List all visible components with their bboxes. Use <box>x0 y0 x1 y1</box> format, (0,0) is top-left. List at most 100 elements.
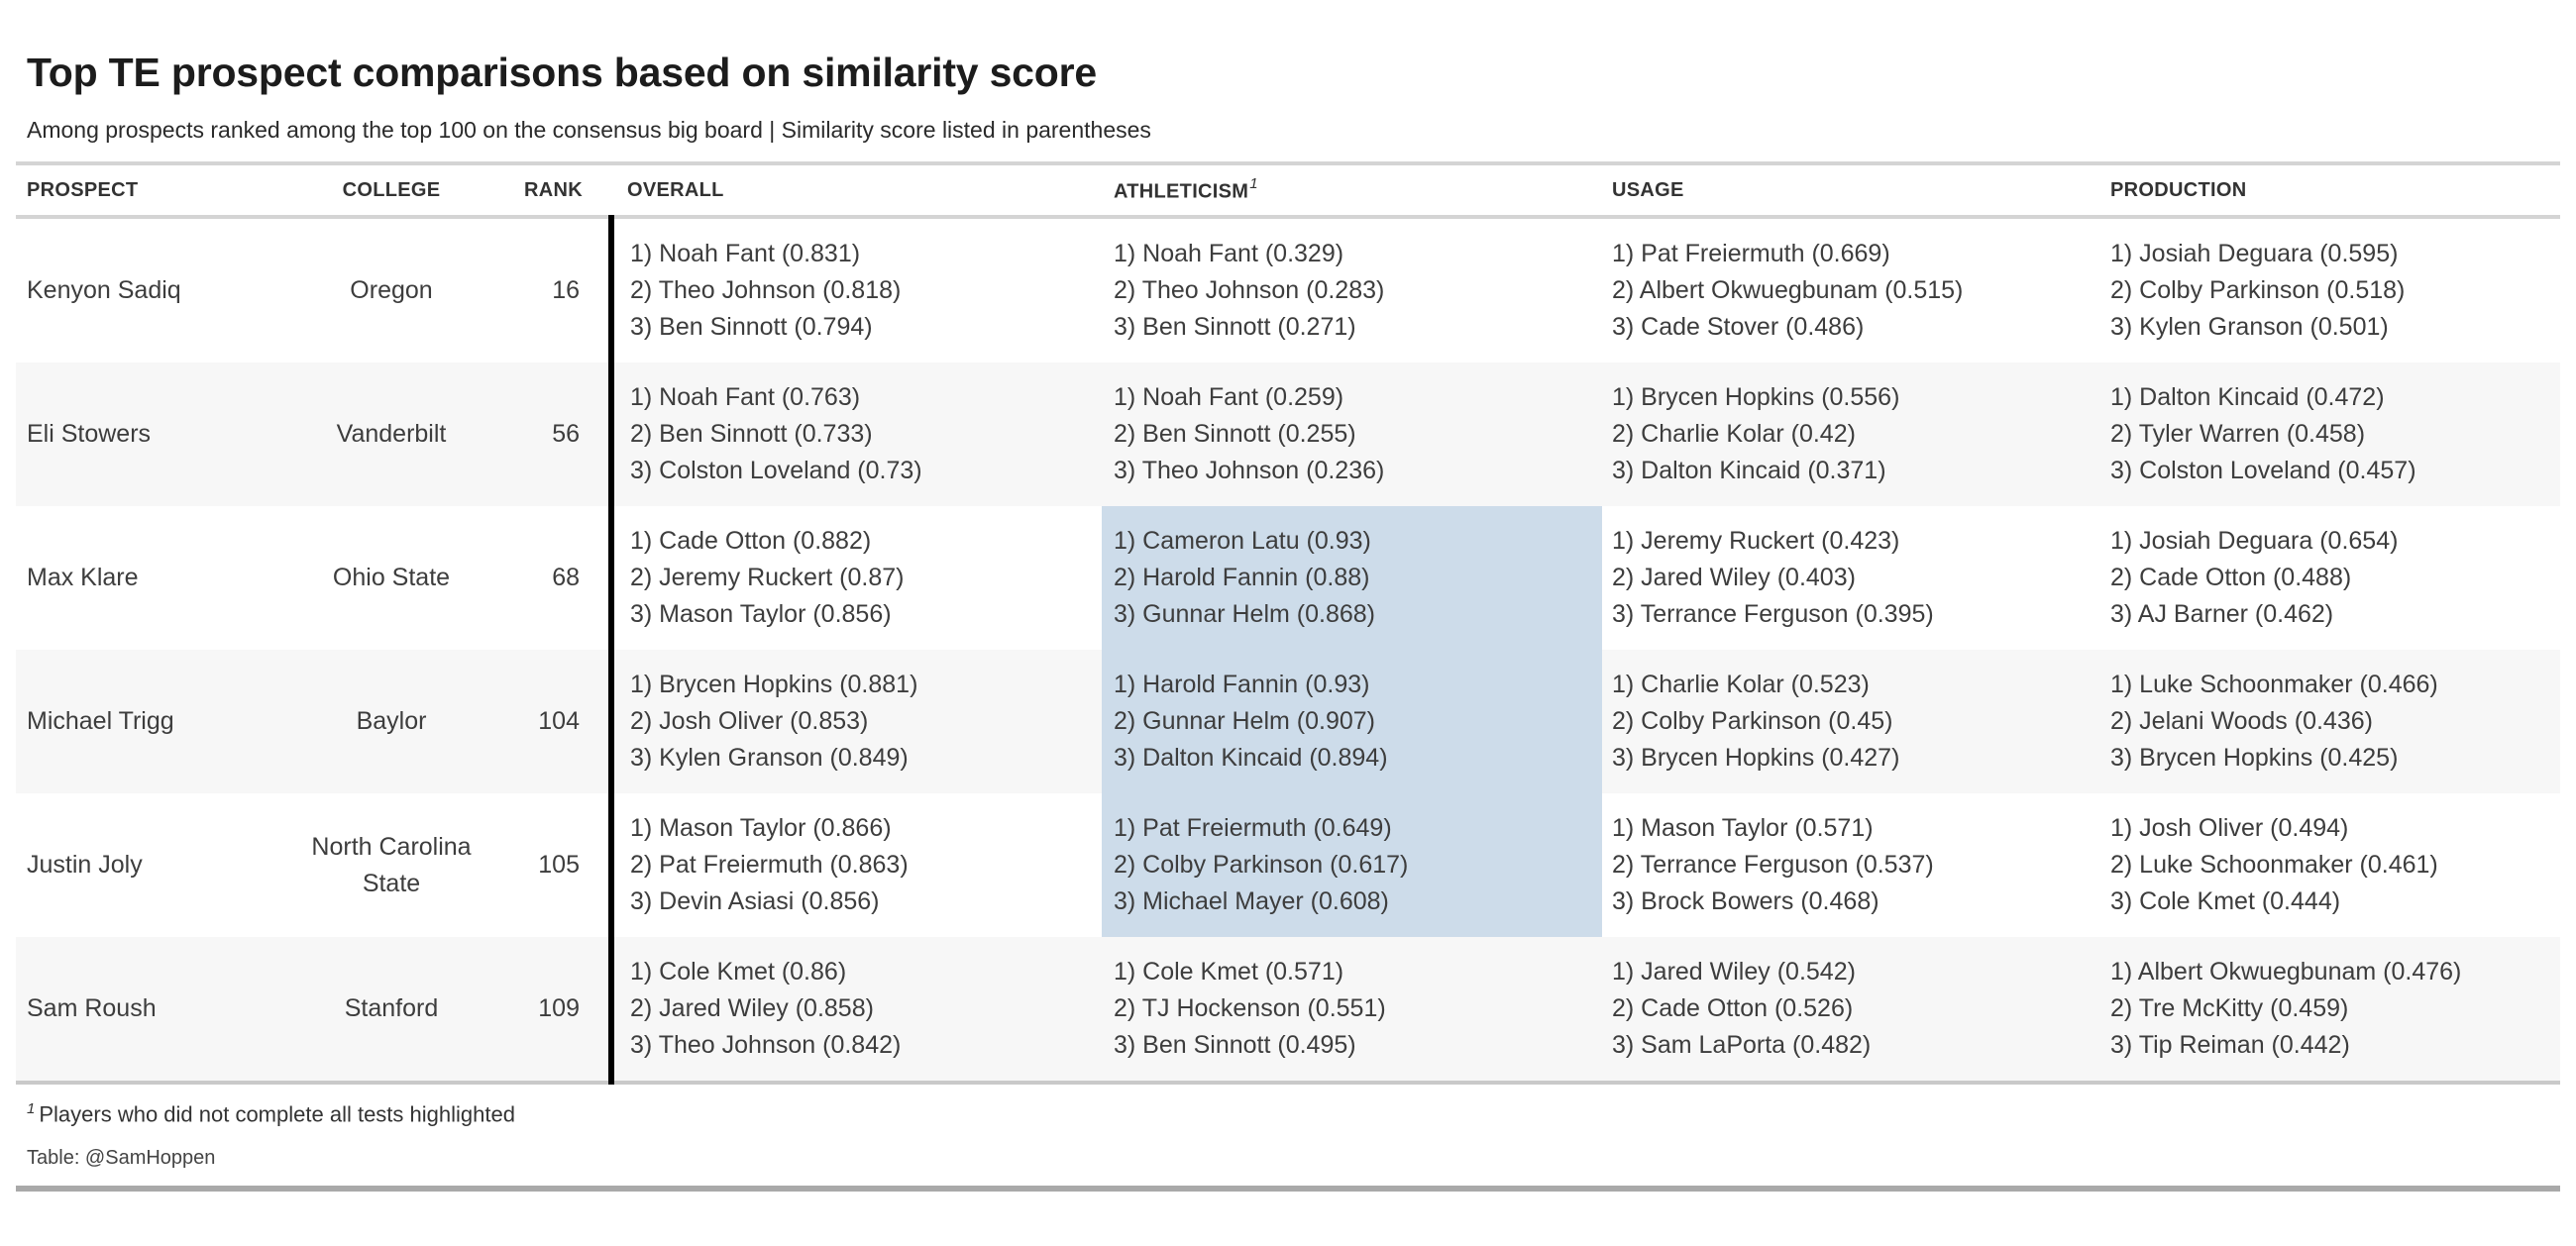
comp-line: 3) Dalton Kincaid (0.894) <box>1114 744 1388 772</box>
prospect-cell: Justin Joly <box>27 851 143 879</box>
college-cell: Baylor <box>356 707 427 735</box>
comp-line: 2) Gunnar Helm (0.907) <box>1114 707 1376 735</box>
athleticism-cell: 1) Cole Kmet (0.571) 2) TJ Hockenson (0.5… <box>1102 937 1602 1085</box>
comp-line: 2) Harold Fannin (0.88) <box>1114 564 1370 591</box>
comp-line: 1) Brycen Hopkins (0.881) <box>630 671 918 698</box>
overall-cell: 1) Noah Fant (0.763) 2) Ben Sinnott (0.73… <box>608 363 1102 506</box>
comp-line: 2) Tyler Warren (0.458) <box>2110 420 2366 448</box>
col-header-production: Production <box>2100 165 2560 219</box>
col-header-prospect: Prospect <box>16 165 287 219</box>
rank-cell: 56 <box>552 420 580 448</box>
comp-line: 3) Theo Johnson (0.842) <box>630 1031 902 1059</box>
bottom-divider <box>16 1186 2560 1193</box>
table-graphic: Top TE prospect comparisons based on sim… <box>16 0 2560 1193</box>
comp-line: 3) Kylen Granson (0.501) <box>2110 313 2389 341</box>
comp-line: 2) Albert Okwuegbunam (0.515) <box>1612 276 1964 304</box>
prospect-cell: Michael Trigg <box>27 707 174 735</box>
comp-line: 3) Mason Taylor (0.856) <box>630 600 892 628</box>
athleticism-cell: 1) Cameron Latu (0.93) 2) Harold Fannin (… <box>1102 506 1602 650</box>
prospect-cell: Kenyon Sadiq <box>27 276 181 304</box>
comp-line: 3) Ben Sinnott (0.794) <box>630 313 873 341</box>
comp-line: 1) Josh Oliver (0.494) <box>2110 814 2349 842</box>
comp-line: 1) Albert Okwuegbunam (0.476) <box>2110 958 2462 986</box>
usage-cell: 1) Jared Wiley (0.542) 2) Cade Otton (0.5… <box>1602 937 2100 1085</box>
overall-cell: 1) Brycen Hopkins (0.881) 2) Josh Oliver … <box>608 650 1102 793</box>
col-header-rank: Rank <box>495 165 611 219</box>
athleticism-cell: 1) Noah Fant (0.259) 2) Ben Sinnott (0.25… <box>1102 363 1602 506</box>
comp-line: 3) Colston Loveland (0.457) <box>2110 457 2416 484</box>
comp-line: 2) Cade Otton (0.526) <box>1612 994 1854 1022</box>
prospect-cell: Max Klare <box>27 564 139 591</box>
table-credit: Table: @SamHoppen <box>27 1147 216 1170</box>
comp-line: 2) Colby Parkinson (0.617) <box>1114 851 1409 879</box>
comp-line: 3) Brock Bowers (0.468) <box>1612 887 1879 915</box>
comp-line: 1) Cameron Latu (0.93) <box>1114 527 1371 555</box>
comp-line: 2) Josh Oliver (0.853) <box>630 707 869 735</box>
page-subtitle: Among prospects ranked among the top 100… <box>27 117 1151 143</box>
comp-line: 1) Cole Kmet (0.86) <box>630 958 847 986</box>
comp-line: 3) Michael Mayer (0.608) <box>1114 887 1389 915</box>
overall-cell: 1) Mason Taylor (0.866) 2) Pat Freiermuth… <box>608 793 1102 937</box>
usage-cell: 1) Brycen Hopkins (0.556) 2) Charlie Kola… <box>1602 363 2100 506</box>
table-row: Sam Roush Stanford 109 1) Cole Kmet (0.8… <box>16 937 2560 1085</box>
comp-line: 1) Charlie Kolar (0.523) <box>1612 671 1870 698</box>
comp-line: 2) Colby Parkinson (0.45) <box>1612 707 1893 735</box>
comp-line: 2) Pat Freiermuth (0.863) <box>630 851 909 879</box>
comp-line: 3) Tip Reiman (0.442) <box>2110 1031 2350 1059</box>
comp-line: 1) Jeremy Ruckert (0.423) <box>1612 527 1900 555</box>
comp-line: 3) Colston Loveland (0.73) <box>630 457 922 484</box>
comp-line: 1) Dalton Kincaid (0.472) <box>2110 383 2385 411</box>
table-row: Michael Trigg Baylor 104 1) Brycen Hopki… <box>16 650 2560 793</box>
college-cell: North Carolina State <box>311 832 472 897</box>
college-cell: Vanderbilt <box>336 420 447 448</box>
comp-line: 1) Jared Wiley (0.542) <box>1612 958 1856 986</box>
comp-line: 3) Ben Sinnott (0.271) <box>1114 313 1356 341</box>
footnote-marker: 1 <box>27 1100 36 1117</box>
comp-line: 1) Luke Schoonmaker (0.466) <box>2110 671 2438 698</box>
comp-line: 1) Harold Fannin (0.93) <box>1114 671 1370 698</box>
comp-line: 2) Jeremy Ruckert (0.87) <box>630 564 905 591</box>
comp-line: 1) Josiah Deguara (0.595) <box>2110 240 2399 267</box>
comp-line: 2) Jelani Woods (0.436) <box>2110 707 2373 735</box>
col-header-overall: Overall <box>611 165 1102 219</box>
comp-line: 3) Terrance Ferguson (0.395) <box>1612 600 1934 628</box>
usage-cell: 1) Mason Taylor (0.571) 2) Terrance Fergu… <box>1602 793 2100 937</box>
comp-line: 3) Kylen Granson (0.849) <box>630 744 909 772</box>
production-cell: 1) Josh Oliver (0.494) 2) Luke Schoonmake… <box>2100 793 2560 937</box>
comp-line: 3) Brycen Hopkins (0.425) <box>2110 744 2399 772</box>
college-cell: Stanford <box>287 937 495 1085</box>
footnote-text: Players who did not complete all tests h… <box>39 1101 515 1127</box>
col-header-usage: Usage <box>1602 165 2100 219</box>
comp-line: 3) Sam LaPorta (0.482) <box>1612 1031 1872 1059</box>
subtitle-divider <box>16 161 2560 165</box>
athleticism-cell: 1) Noah Fant (0.329) 2) Theo Johnson (0.2… <box>1102 217 1602 363</box>
comp-line: 2) Jared Wiley (0.403) <box>1612 564 1856 591</box>
production-cell: 1) Luke Schoonmaker (0.466) 2) Jelani Woo… <box>2100 650 2560 793</box>
footnote: 1 Players who did not complete all tests … <box>27 1100 2560 1127</box>
rank-cell: 68 <box>552 564 580 591</box>
overall-cell: 1) Cole Kmet (0.86) 2) Jared Wiley (0.858… <box>608 937 1102 1085</box>
comp-line: 1) Mason Taylor (0.571) <box>1612 814 1874 842</box>
comp-line: 2) Cade Otton (0.488) <box>2110 564 2352 591</box>
comp-line: 3) Theo Johnson (0.236) <box>1114 457 1385 484</box>
comp-line: 1) Mason Taylor (0.866) <box>630 814 892 842</box>
comp-line: 3) Dalton Kincaid (0.371) <box>1612 457 1886 484</box>
header-row: Prospect College Rank Overall Athleticis… <box>16 165 2560 219</box>
comp-line: 1) Noah Fant (0.259) <box>1114 383 1344 411</box>
production-cell: 1) Josiah Deguara (0.654) 2) Cade Otton (… <box>2100 506 2560 650</box>
rank-cell: 104 <box>538 707 580 735</box>
comp-line: 3) Cade Stover (0.486) <box>1612 313 1865 341</box>
col-header-athleticism-label: Athleticism <box>1114 180 1249 203</box>
comp-line: 1) Josiah Deguara (0.654) <box>2110 527 2399 555</box>
college-cell: Oregon <box>350 276 433 304</box>
table-row: Justin Joly North Carolina State 105 1) … <box>16 793 2560 937</box>
overall-cell: 1) Noah Fant (0.831) 2) Theo Johnson (0.8… <box>608 217 1102 363</box>
comp-line: 1) Noah Fant (0.831) <box>630 240 861 267</box>
comp-line: 2) TJ Hockenson (0.551) <box>1114 994 1386 1022</box>
page-title: Top TE prospect comparisons based on sim… <box>27 50 1097 95</box>
table-header: Prospect College Rank Overall Athleticis… <box>16 165 2560 219</box>
comp-line: 2) Colby Parkinson (0.518) <box>2110 276 2406 304</box>
comp-line: 1) Noah Fant (0.329) <box>1114 240 1344 267</box>
col-header-college: College <box>287 165 495 219</box>
comp-line: 1) Noah Fant (0.763) <box>630 383 861 411</box>
